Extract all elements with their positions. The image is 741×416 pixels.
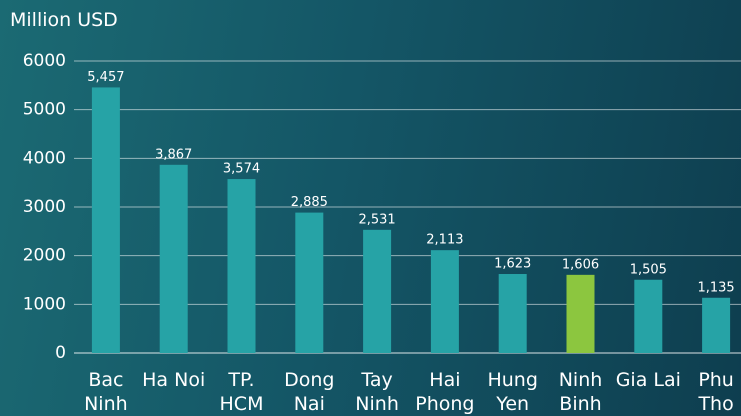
value-label: 3,574 <box>223 162 260 177</box>
y-tick-label: 2000 <box>23 246 66 266</box>
value-label: 1,135 <box>697 280 734 295</box>
x-tick-label: Ha Noi <box>142 369 206 391</box>
x-tick-label: Bac Ninh <box>84 369 128 415</box>
value-label: 2,113 <box>426 233 463 248</box>
bar <box>227 179 256 353</box>
bar <box>430 250 459 353</box>
x-tick-label: Hung Yen <box>487 369 538 415</box>
y-tick-label: 0 <box>55 343 66 363</box>
bar <box>702 297 731 353</box>
y-tick-label: 6000 <box>23 51 66 71</box>
value-label: 2,531 <box>358 212 395 227</box>
value-label: 2,885 <box>291 195 328 210</box>
y-tick-label: 3000 <box>23 197 66 217</box>
bar <box>566 274 595 353</box>
y-tick-label: 4000 <box>23 148 66 168</box>
y-tick-label: 1000 <box>23 294 66 314</box>
x-tick-label: Gia Lai <box>615 369 681 391</box>
bar <box>498 274 527 353</box>
y-tick-label: 5000 <box>23 100 66 120</box>
value-label: 1,505 <box>630 262 667 277</box>
x-tick-label: Dong Nai <box>284 369 335 415</box>
value-label: 1,606 <box>562 257 599 272</box>
value-label: 1,623 <box>494 257 531 272</box>
bar <box>363 229 392 353</box>
x-tick-label: Phu Tho <box>698 369 734 415</box>
bar <box>159 164 188 353</box>
x-tick-label: Tay Ninh <box>355 369 399 415</box>
bar <box>295 212 324 353</box>
x-tick-label: TP. HCM <box>219 369 264 415</box>
bar <box>634 279 663 353</box>
value-label: 5,457 <box>87 70 124 85</box>
value-label: 3,867 <box>155 147 192 162</box>
x-tick-label: Ninh Binh <box>558 369 603 415</box>
bar <box>91 87 120 354</box>
y-axis-label: Million USD <box>10 9 118 31</box>
x-tick-label: Hai Phong <box>415 369 475 415</box>
